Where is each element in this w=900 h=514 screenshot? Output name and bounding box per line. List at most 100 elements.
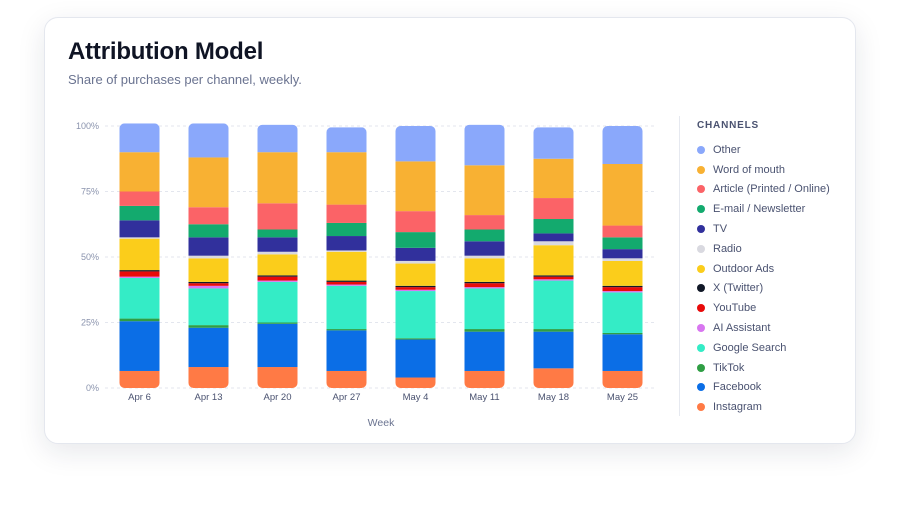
bar-segment-radio[interactable] <box>119 237 160 239</box>
bar-segment-tiktok[interactable] <box>257 322 298 324</box>
bar-segment-word-of-mouth[interactable] <box>602 163 643 226</box>
bar-segment-radio[interactable] <box>602 258 643 261</box>
bar-segment-other[interactable] <box>395 126 436 162</box>
bar-segment-x-twitter[interactable] <box>602 285 643 288</box>
bar-segment-word-of-mouth[interactable] <box>533 158 574 199</box>
legend-item[interactable]: Article (Printed / Online) <box>697 180 849 200</box>
bar-segment-facebook[interactable] <box>395 339 436 378</box>
bar-segment-x-twitter[interactable] <box>533 275 574 277</box>
bar-segment-google-search[interactable] <box>188 288 229 326</box>
bar-segment-e-mail-newsletter[interactable] <box>602 237 643 250</box>
bar-segment-radio[interactable] <box>188 255 229 259</box>
bar-segment-facebook[interactable] <box>257 323 298 368</box>
legend-item[interactable]: TikTok <box>697 358 849 378</box>
bar-segment-tv[interactable] <box>533 233 574 242</box>
legend-item[interactable]: X (Twitter) <box>697 279 849 299</box>
bar-segment-word-of-mouth[interactable] <box>464 165 505 216</box>
bar-segment-instagram[interactable] <box>464 370 505 388</box>
legend-item[interactable]: AI Assistant <box>697 318 849 338</box>
bar-segment-tv[interactable] <box>464 241 505 256</box>
bar-segment-ai-assistant[interactable] <box>395 289 436 292</box>
bar-segment-ai-assistant[interactable] <box>257 280 298 282</box>
bar-segment-youtube[interactable] <box>188 283 229 286</box>
bar-segment-tv[interactable] <box>119 220 160 238</box>
bar-segment-outdoor-ads[interactable] <box>533 245 574 276</box>
bar-segment-outdoor-ads[interactable] <box>188 258 229 282</box>
bar-segment-outdoor-ads[interactable] <box>602 260 643 286</box>
bar-segment-radio[interactable] <box>464 255 505 259</box>
bar-segment-tiktok[interactable] <box>464 329 505 332</box>
bar-segment-instagram[interactable] <box>188 367 229 388</box>
bar-segment-instagram[interactable] <box>257 367 298 388</box>
bar-segment-ai-assistant[interactable] <box>119 276 160 278</box>
legend-item[interactable]: TV <box>697 219 849 239</box>
bar-segment-tiktok[interactable] <box>326 329 367 331</box>
bar-segment-outdoor-ads[interactable] <box>257 254 298 276</box>
bar-segment-google-search[interactable] <box>119 277 160 319</box>
legend-item[interactable]: Word of mouth <box>697 160 849 180</box>
bar-segment-other[interactable] <box>533 127 574 159</box>
bar-segment-tv[interactable] <box>326 236 367 251</box>
bar-segment-outdoor-ads[interactable] <box>119 238 160 271</box>
bar-segment-youtube[interactable] <box>602 287 643 292</box>
bar-segment-youtube[interactable] <box>395 287 436 290</box>
bar-segment-outdoor-ads[interactable] <box>464 258 505 282</box>
bar-segment-e-mail-newsletter[interactable] <box>257 229 298 238</box>
bar-segment-e-mail-newsletter[interactable] <box>326 222 367 237</box>
bar-segment-facebook[interactable] <box>533 331 574 369</box>
bar-segment-article-printed-online[interactable] <box>257 203 298 230</box>
bar-segment-word-of-mouth[interactable] <box>188 157 229 208</box>
bar-segment-tiktok[interactable] <box>188 325 229 328</box>
bar-segment-e-mail-newsletter[interactable] <box>533 219 574 234</box>
bar-segment-x-twitter[interactable] <box>257 275 298 277</box>
bar-segment-tv[interactable] <box>602 249 643 259</box>
bar-segment-facebook[interactable] <box>119 321 160 371</box>
bar-segment-tiktok[interactable] <box>395 338 436 340</box>
bar-segment-tiktok[interactable] <box>533 329 574 332</box>
legend-item[interactable]: Outdoor Ads <box>697 259 849 279</box>
bar-segment-ai-assistant[interactable] <box>464 287 505 289</box>
bar-segment-google-search[interactable] <box>395 291 436 339</box>
legend-item[interactable]: Google Search <box>697 338 849 358</box>
bar-segment-outdoor-ads[interactable] <box>395 263 436 286</box>
bar-segment-google-search[interactable] <box>533 280 574 330</box>
bar-segment-tv[interactable] <box>257 237 298 252</box>
bar-segment-x-twitter[interactable] <box>188 281 229 284</box>
bar-segment-other[interactable] <box>326 127 367 153</box>
legend-item[interactable]: YouTube <box>697 298 849 318</box>
bar-segment-youtube[interactable] <box>533 276 574 280</box>
bar-segment-article-printed-online[interactable] <box>188 207 229 225</box>
bar-segment-youtube[interactable] <box>464 283 505 288</box>
bar-segment-facebook[interactable] <box>602 334 643 371</box>
bar-segment-x-twitter[interactable] <box>326 280 367 282</box>
bar-segment-other[interactable] <box>464 124 505 166</box>
bar-segment-x-twitter[interactable] <box>119 270 160 272</box>
bar-segment-radio[interactable] <box>326 250 367 252</box>
bar-segment-other[interactable] <box>257 124 298 153</box>
bar-segment-radio[interactable] <box>533 241 574 246</box>
bar-segment-google-search[interactable] <box>602 292 643 333</box>
bar-segment-e-mail-newsletter[interactable] <box>464 229 505 242</box>
bar-segment-word-of-mouth[interactable] <box>326 152 367 205</box>
bar-segment-facebook[interactable] <box>464 331 505 371</box>
bar-segment-article-printed-online[interactable] <box>602 225 643 238</box>
bar-segment-article-printed-online[interactable] <box>533 198 574 220</box>
bar-segment-article-printed-online[interactable] <box>119 191 160 206</box>
bar-segment-youtube[interactable] <box>257 276 298 281</box>
bar-segment-x-twitter[interactable] <box>395 285 436 288</box>
bar-segment-ai-assistant[interactable] <box>188 285 229 289</box>
bar-segment-tiktok[interactable] <box>602 332 643 335</box>
bar-segment-tv[interactable] <box>188 237 229 256</box>
bar-segment-outdoor-ads[interactable] <box>326 251 367 281</box>
bar-segment-article-printed-online[interactable] <box>464 215 505 230</box>
bar-segment-radio[interactable] <box>395 260 436 264</box>
bar-segment-instagram[interactable] <box>119 370 160 388</box>
bar-segment-word-of-mouth[interactable] <box>395 161 436 212</box>
bar-segment-facebook[interactable] <box>188 327 229 368</box>
bar-segment-ai-assistant[interactable] <box>533 279 574 281</box>
bar-segment-facebook[interactable] <box>326 330 367 371</box>
bar-segment-ai-assistant[interactable] <box>326 284 367 286</box>
bar-segment-instagram[interactable] <box>395 377 436 388</box>
bar-segment-instagram[interactable] <box>533 368 574 388</box>
legend-item[interactable]: Other <box>697 140 849 160</box>
